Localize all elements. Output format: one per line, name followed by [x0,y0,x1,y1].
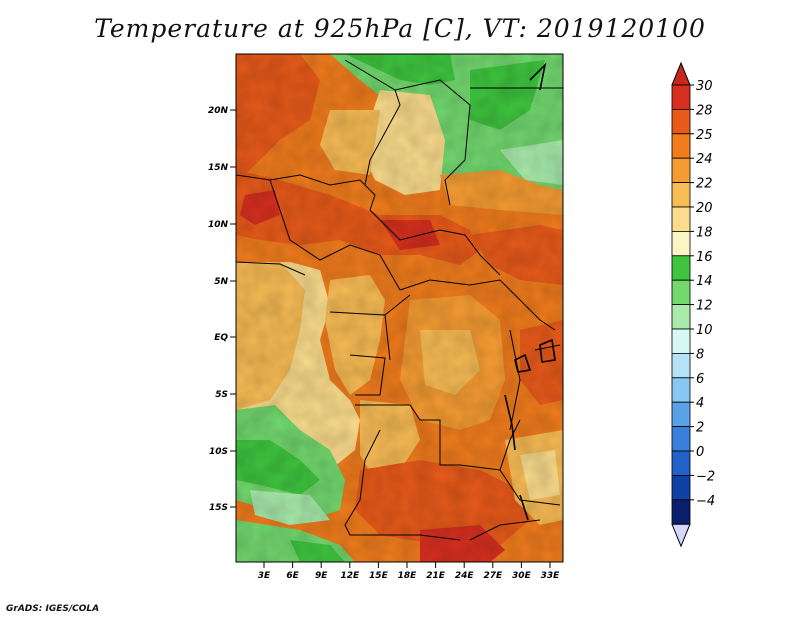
longitude-axis: 3E 6E 9E 12E 15E 18E 21E 24E 27E 30E 33E [258,562,560,581]
lon-label: 27E [483,571,503,581]
grads-credit: GrADS: IGES/COLA [6,604,100,614]
lat-label: 15N [208,163,229,173]
lon-label: 12E [340,571,360,581]
colorbar-swatch [671,133,691,159]
lon-label: 3E [258,571,271,581]
colorbar-swatch [671,377,691,403]
colorbar-label: 20 [696,201,713,216]
colorbar-label: 24 [696,152,713,167]
colorbar-label: 25 [696,128,713,143]
colorbar-label: 16 [696,250,713,265]
lat-label: 5S [215,390,228,400]
lat-label: EQ [214,333,228,343]
colorbar-swatch [671,230,691,257]
map-frame [235,53,564,563]
colorbar-top-arrow [671,61,691,86]
lon-label: 6E [286,571,299,581]
colorbar-swatch [671,401,691,428]
colorbar-label: 4 [696,396,704,411]
colorbar-label: 2 [696,421,704,436]
colorbar-swatch [671,352,691,379]
colorbar-label: 30 [696,79,713,94]
lat-label: 10N [208,220,229,230]
lon-label: 18E [398,571,418,581]
colorbar-swatch [671,474,691,501]
colorbar-swatch [671,109,691,135]
colorbar-swatch [671,255,691,281]
lon-label: 33E [541,571,561,581]
lon-label: 24E [455,571,475,581]
colorbar-label: 6 [696,372,704,387]
colorbar-label: 22 [696,177,713,192]
latitude-axis: 20N 15N 10N 5N EQ 5S 10S 15S [208,106,236,513]
colorbar-label: 14 [696,274,713,289]
lon-label: 9E [315,571,328,581]
colorbar-swatch [671,206,691,232]
colorbar-label: 28 [696,103,713,118]
colorbar-label: −4 [696,494,715,509]
colorbar-swatch [671,450,691,476]
colorbar-swatch [671,328,691,354]
colorbar-swatch [671,279,691,306]
colorbar-label: 12 [696,299,713,314]
map-title: Temperature at 925hPa [C], VT: 201912010… [94,14,706,43]
colorbar-swatch [671,499,691,525]
colorbar-label: 0 [696,445,704,460]
colorbar-label: −2 [696,469,715,484]
temperature-field [236,54,563,562]
lat-label: 20N [208,106,229,116]
lon-label: 30E [512,571,532,581]
colorbar-swatch [671,157,691,183]
lon-label: 21E [426,571,446,581]
lake-outlines [504,62,556,521]
country-borders [236,59,563,541]
colorbar-swatch [671,84,691,110]
colorbar-swatch [671,426,691,452]
lat-label: 5N [214,277,228,287]
colorbar-label: 10 [696,323,713,338]
colorbar-swatch [671,304,691,330]
colorbar-bottom-arrow [671,523,691,548]
colorbar-swatch [671,182,691,208]
lat-label: 10S [209,447,228,457]
lon-label: 15E [369,571,389,581]
lat-label: 15S [209,503,228,513]
colorbar-label: 18 [696,225,713,240]
colorbar-label: 8 [696,347,704,362]
